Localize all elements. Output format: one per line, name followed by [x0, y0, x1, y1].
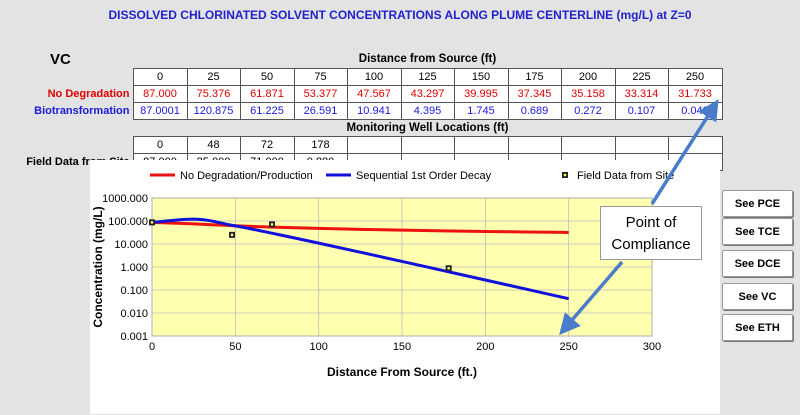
distance-cell: 175 [507, 67, 562, 86]
x-tick-label: 200 [476, 341, 494, 353]
no-degradation-value: 43.297 [400, 84, 455, 103]
callout-line-1: Point of [625, 214, 677, 231]
x-tick-label: 300 [643, 341, 661, 353]
x-axis-title: Distance From Source (ft.) [327, 365, 477, 379]
compound-label: VC [50, 51, 71, 68]
legend-label: No Degradation/Production [180, 170, 313, 182]
see-vc-button[interactable]: See VC [722, 283, 793, 310]
y-tick-label: 10.000 [114, 239, 148, 251]
x-tick-label: 250 [559, 341, 577, 353]
distance-header: Distance from Source (ft) [358, 53, 497, 66]
biotransformation-label: Biotransformation [34, 104, 130, 117]
well-locations-row: 0 48 72 178 [0, 135, 723, 154]
distance-cell: 0 [132, 67, 188, 86]
no-degradation-value: 53.377 [293, 84, 348, 103]
biotransformation-value: 61.225 [239, 101, 295, 120]
well-location-cell: 72 [239, 135, 295, 154]
biotransformation-value: 4.395 [400, 101, 455, 120]
y-tick-label: 0.010 [120, 308, 148, 320]
distance-cell: 25 [186, 67, 241, 86]
biotransformation-row: Biotransformation 87.0001 120.875 61.225 26… [0, 101, 723, 120]
biotransformation-value: 26.591 [293, 101, 348, 120]
well-location-cell [346, 135, 402, 154]
no-degradation-value: 39.995 [453, 84, 509, 103]
biotransformation-value: 1.745 [453, 101, 509, 120]
biotransformation-value: 0.042 [667, 101, 723, 120]
well-location-cell: 0 [132, 135, 188, 154]
y-axis-title: Concentration (mg/L) [91, 206, 105, 327]
field-data-point-center [150, 221, 154, 224]
y-tick-label: 1000.000 [102, 193, 148, 205]
distance-cell: 125 [400, 67, 455, 86]
x-tick-label: 100 [309, 341, 327, 353]
well-location-cell [560, 135, 616, 154]
field-data-point-center [270, 223, 274, 226]
biotransformation-value: 87.0001 [132, 101, 188, 120]
see-dce-button[interactable]: See DCE [722, 250, 793, 277]
x-tick-label: 50 [229, 341, 241, 353]
well-location-cell [614, 135, 669, 154]
distance-row: 0 25 50 75 100 125 150 175 200 225 250 [0, 67, 723, 86]
no-degradation-value: 33.314 [614, 84, 669, 103]
see-pce-button[interactable]: See PCE [722, 190, 793, 217]
y-tick-label: 1.000 [120, 262, 148, 274]
legend-label: Sequential 1st Order Decay [356, 170, 492, 182]
distance-cell: 75 [293, 67, 348, 86]
y-tick-label: 100.000 [108, 216, 148, 228]
well-location-cell [453, 135, 509, 154]
no-degradation-value: 37.345 [507, 84, 562, 103]
no-degradation-value: 61.871 [239, 84, 295, 103]
field-data-point-center [230, 233, 234, 237]
no-degradation-row: No Degradation 87.000 75.376 61.871 53.377 4… [0, 84, 723, 103]
callout-line-2: Compliance [611, 236, 691, 253]
biotransformation-value: 0.689 [507, 101, 562, 120]
distance-cell: 150 [453, 67, 509, 86]
well-location-cell [667, 135, 723, 154]
well-location-cell [400, 135, 455, 154]
no-degradation-value: 87.000 [132, 84, 188, 103]
biotransformation-value: 0.272 [560, 101, 616, 120]
x-tick-label: 150 [393, 341, 411, 353]
well-location-cell: 48 [186, 135, 241, 154]
legend-label: Field Data from Site [577, 170, 674, 182]
no-degradation-value: 47.567 [346, 84, 402, 103]
see-tce-button[interactable]: See TCE [722, 218, 793, 245]
see-eth-button[interactable]: See ETH [722, 314, 793, 341]
blank-cell [0, 51, 133, 68]
no-degradation-label: No Degradation [47, 87, 130, 100]
well-location-cell: 178 [293, 135, 348, 154]
point-of-compliance-callout: Point of Compliance [600, 206, 702, 260]
distance-cell: 50 [239, 67, 295, 86]
biotransformation-value: 10.941 [346, 101, 402, 120]
distance-cell: 100 [346, 67, 402, 86]
legend-swatch-center [563, 173, 567, 177]
well-locations-header: Monitoring Well Locations (ft) [346, 121, 509, 134]
y-tick-label: 0.001 [120, 331, 148, 343]
decay-line [151, 217, 569, 301]
concentration-table: Distance from Source (ft) 0 25 50 75 100 125 1… [0, 51, 723, 171]
y-tick-label: 0.100 [120, 285, 148, 297]
biotransformation-value: 0.107 [614, 101, 669, 120]
no-degradation-value: 35.158 [560, 84, 616, 103]
x-tick-label: 0 [149, 341, 155, 353]
distance-cell: 200 [560, 67, 616, 86]
distance-cell: 225 [614, 67, 669, 86]
field-data-point-center [447, 267, 450, 270]
no-degradation-value: 31.733 [667, 84, 723, 103]
biotransformation-value: 120.875 [186, 101, 241, 120]
no-degradation-value: 75.376 [186, 84, 241, 103]
concentration-chart: 0.001 0.010 0.100 1.000 10.000 100.000 1000.00… [91, 170, 674, 379]
no-degradation-line [151, 220, 569, 234]
well-location-cell [507, 135, 562, 154]
page-title: DISSOLVED CHLORINATED SOLVENT CONCENTRAT… [108, 8, 692, 22]
distance-cell: 250 [667, 67, 723, 86]
